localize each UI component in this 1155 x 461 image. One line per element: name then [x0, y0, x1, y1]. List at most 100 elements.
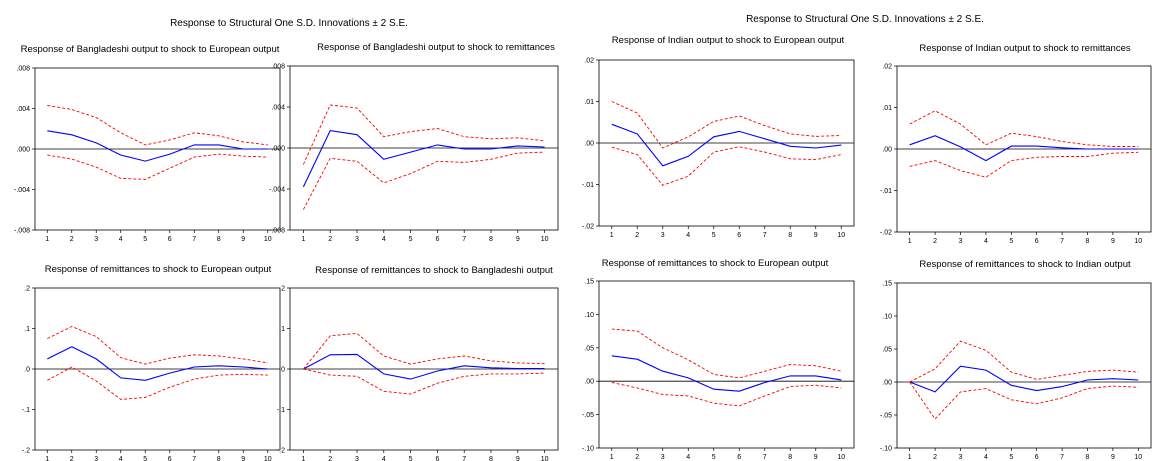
panel-6-series-upper	[611, 328, 842, 379]
panel-6-xtick-label-5: 6	[737, 454, 741, 461]
panel-1-xtick-label-2: 3	[355, 236, 359, 243]
panel-3-xtick-label-6: 7	[1060, 238, 1064, 245]
panel-5-xtick-label-9: 10	[541, 456, 549, 461]
irf-panel-7: .15 .10 .05 .00 -.05 -.10 1 2 3 4 5 6 7 8 9 10	[880, 281, 1152, 461]
panel-4-ytick-label-4: -.2	[22, 448, 30, 455]
panel-1-xtick-label-9: 10	[541, 236, 549, 243]
panel-3-xtick-label-9: 10	[1134, 238, 1142, 245]
panel-0-xtick-label-5: 6	[168, 236, 172, 243]
panel-2-ytick-label-3: -.01	[582, 182, 594, 189]
panel-0-xtick-label-8: 9	[241, 236, 245, 243]
panel-1-ytick-label-0: .008	[271, 64, 285, 71]
panel-7-xtick-label-1: 2	[933, 454, 937, 461]
panel-4-xtick-label-7: 8	[217, 456, 221, 461]
panel-0-xtick-label-3: 4	[119, 236, 123, 243]
panel-title-4: Response of remittances to shock to Euro…	[45, 264, 272, 275]
panel-2-ytick-label-4: -.02	[582, 224, 594, 231]
panel-3-ytick-label-0: .02	[882, 64, 892, 71]
panel-7-ytick-label-2: .05	[882, 347, 892, 354]
panel-5-ytick-label-3: -.1	[277, 407, 285, 414]
panel-7-xtick-label-0: 1	[908, 454, 912, 461]
panel-2-xtick-label-6: 7	[763, 232, 767, 239]
panel-7-frame	[896, 282, 1152, 449]
panel-3-xtick-label-8: 9	[1111, 238, 1115, 245]
panel-5-ytick-label-1: .1	[279, 326, 285, 333]
panel-4-xtick-label-2: 3	[94, 456, 98, 461]
panel-4-ytick-label-1: .1	[24, 326, 30, 333]
panel-0-xtick-label-1: 2	[70, 236, 74, 243]
panel-6-ytick-label-4: -.05	[582, 412, 594, 419]
panel-6-xtick-label-6: 7	[763, 454, 767, 461]
panel-5-xtick-label-8: 9	[516, 456, 520, 461]
panel-4-xtick-label-1: 2	[70, 456, 74, 461]
panel-1-xtick-label-0: 1	[301, 236, 305, 243]
panel-6-xtick-label-0: 1	[610, 454, 614, 461]
panel-5-xtick-label-3: 4	[382, 456, 386, 461]
panel-2-series-upper	[611, 101, 842, 149]
panel-7-series-lower	[909, 381, 1139, 420]
panel-5-xtick-label-1: 2	[328, 456, 332, 461]
panel-7-xtick-label-7: 8	[1086, 454, 1090, 461]
panel-0-ytick-label-1: .004	[16, 106, 30, 113]
panel-6-xtick-label-2: 3	[661, 454, 665, 461]
panel-3-xtick-label-4: 5	[1009, 238, 1013, 245]
panel-5-ytick-label-0: .2	[279, 286, 285, 293]
irf-panel-1: .008 .004 .000 -.004 -.008 1 2 3 4 5 6 7 8 9 10	[269, 64, 559, 243]
panel-title-0: Response of Bangladeshi output to shock …	[21, 44, 280, 55]
panel-0-xtick-label-2: 3	[94, 236, 98, 243]
panel-4-xtick-label-3: 4	[119, 456, 123, 461]
panel-1-xtick-label-1: 2	[328, 236, 332, 243]
panel-4-series-lower	[47, 366, 268, 400]
panel-4-xtick-label-9: 10	[264, 456, 272, 461]
panel-5-series-upper	[303, 332, 545, 370]
panel-6-series-lower	[611, 382, 842, 407]
panel-2-series-response	[611, 123, 842, 167]
panel-2-xtick-label-0: 1	[610, 232, 614, 239]
panel-2-ytick-label-1: .01	[584, 99, 594, 106]
panel-0-ytick-label-3: -.004	[14, 187, 30, 194]
panel-4-xtick-label-0: 1	[45, 456, 49, 461]
panel-7-xtick-label-4: 5	[1009, 454, 1013, 461]
panel-1-ytick-label-3: -.004	[269, 187, 285, 194]
panel-2-ytick-label-2: .00	[584, 141, 594, 148]
panel-3-xtick-label-7: 8	[1086, 238, 1090, 245]
panel-4-xtick-label-4: 5	[143, 456, 147, 461]
panel-7-xtick-label-2: 3	[959, 454, 963, 461]
panel-4-ytick-label-3: -.1	[22, 407, 30, 414]
irf-panel-5: .2 .1 .0 -.1 -.2 1 2 3 4 5 6 7 8 9 10	[277, 286, 559, 461]
panel-1-xtick-label-5: 6	[435, 236, 439, 243]
panel-1-xtick-label-8: 9	[516, 236, 520, 243]
panel-1-xtick-label-6: 7	[462, 236, 466, 243]
panel-4-series-upper	[47, 326, 268, 365]
irf-panel-2: .02 .01 .00 -.01 -.02 1 2 3 4 5 6 7 8 9 10	[582, 58, 855, 239]
figure-title-left: Response to Structural One S.D. Innovati…	[170, 18, 408, 29]
panel-3-xtick-label-3: 4	[984, 238, 988, 245]
panel-0-series-response	[47, 130, 268, 162]
panel-6-xtick-label-8: 9	[814, 454, 818, 461]
panel-1-ytick-label-1: .004	[271, 105, 285, 112]
panel-4-xtick-label-8: 9	[241, 456, 245, 461]
panel-6-series-response	[611, 355, 842, 392]
panel-3-ytick-label-2: .00	[882, 147, 892, 154]
panel-title-3: Response of Indian output to shock to re…	[919, 43, 1130, 54]
panel-5-xtick-label-0: 1	[301, 456, 305, 461]
panel-3-ytick-label-1: .01	[882, 105, 892, 112]
panel-0-xtick-label-7: 8	[217, 236, 221, 243]
panel-3-xtick-label-2: 3	[959, 238, 963, 245]
panel-3-xtick-label-0: 1	[908, 238, 912, 245]
panel-5-ytick-label-4: -.2	[277, 448, 285, 455]
panel-6-frame	[598, 280, 855, 449]
panel-0-ytick-label-0: .008	[16, 66, 30, 73]
panel-3-series-lower	[909, 151, 1139, 178]
panel-1-xtick-label-3: 4	[382, 236, 386, 243]
panel-7-xtick-label-9: 10	[1134, 454, 1142, 461]
panel-4-xtick-label-6: 7	[192, 456, 196, 461]
panel-4-ytick-label-2: .0	[24, 367, 30, 374]
panel-7-xtick-label-5: 6	[1035, 454, 1039, 461]
panel-1-series-upper	[302, 104, 545, 165]
panel-6-ytick-label-2: .05	[584, 345, 594, 352]
panel-2-series-lower	[611, 146, 842, 186]
panel-0-ytick-label-4: -.008	[14, 228, 30, 235]
panel-2-xtick-label-7: 8	[788, 232, 792, 239]
panel-6-ytick-label-1: .10	[584, 312, 594, 319]
